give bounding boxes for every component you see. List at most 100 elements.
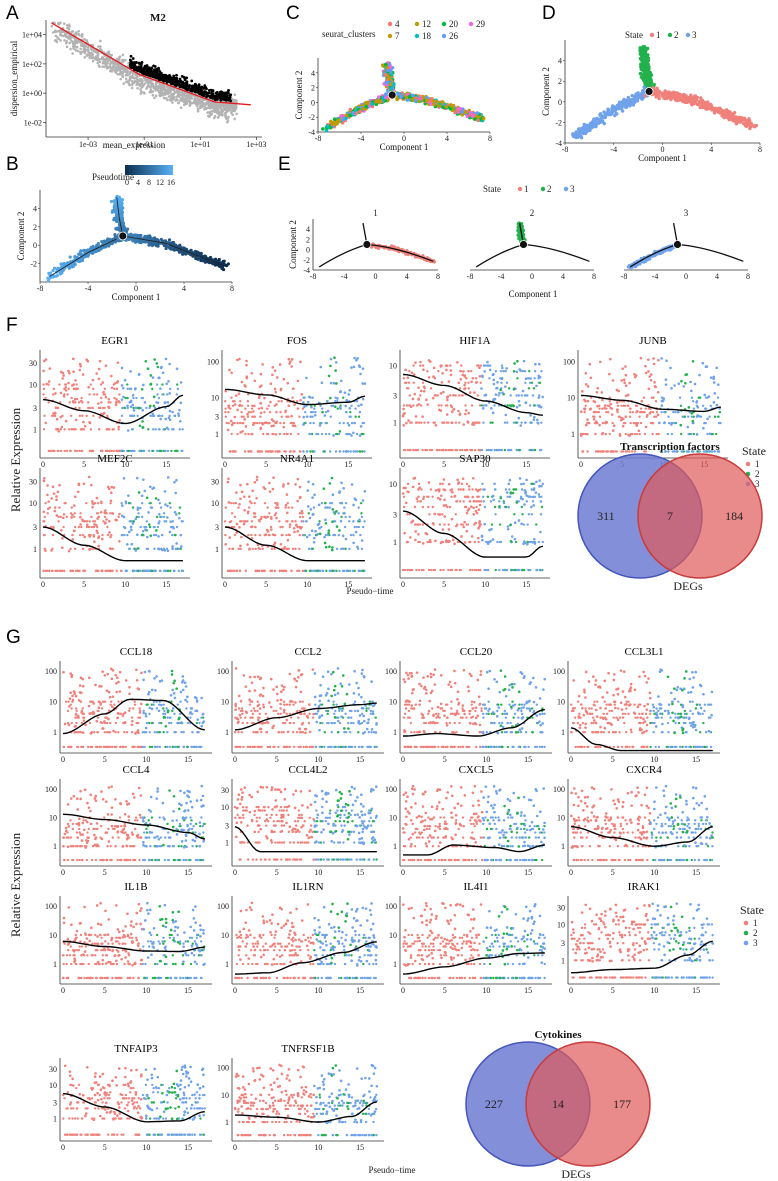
c-legend-label: 12 xyxy=(422,19,431,29)
panel-b-ytick-label: 0 xyxy=(33,241,37,250)
panel-c-xtick-label: 8 xyxy=(488,134,492,143)
panel-c-cell xyxy=(424,98,429,102)
d-legend-swatch xyxy=(685,32,691,38)
a-point-all xyxy=(91,55,95,59)
e-branch-point xyxy=(362,240,372,249)
panel-c-cell xyxy=(325,124,329,128)
a-point-all xyxy=(148,90,152,94)
e-xtick-label: 4 xyxy=(405,272,409,281)
panel-b-cell xyxy=(143,234,147,239)
e-xtick-label: 0 xyxy=(530,272,534,281)
f-ytick-label: 30 xyxy=(29,359,37,368)
a-ytick-label: 1e-02 xyxy=(24,118,42,127)
a-point-all xyxy=(124,77,128,81)
a-point-all xyxy=(68,34,71,38)
panel-c-cell xyxy=(336,118,341,123)
a-point-all xyxy=(80,50,84,54)
a-point-ordering xyxy=(227,88,230,92)
a-point-all xyxy=(226,105,229,109)
a-point-all xyxy=(51,31,55,34)
panel-b-cell xyxy=(68,255,72,259)
a-point-all xyxy=(139,92,143,95)
d-legend-label: 3 xyxy=(692,30,697,40)
panel-d-cell xyxy=(750,123,754,128)
panel-c-cell xyxy=(417,99,421,104)
a-point-all xyxy=(183,94,187,97)
e-cell xyxy=(659,252,663,256)
panel-b-cell xyxy=(62,262,67,266)
panel-c-cell xyxy=(396,92,401,96)
a-point-all xyxy=(147,83,150,87)
a-point-all xyxy=(214,104,217,108)
panel-c-cell xyxy=(384,95,388,100)
panel-b-cell xyxy=(91,251,95,255)
a-point-all xyxy=(79,52,83,55)
panel-d-cell xyxy=(606,108,610,112)
e-xtick-label: 8 xyxy=(592,272,596,281)
e-xtick-label: -4 xyxy=(341,272,348,281)
panel-c-ytick-label: 4 xyxy=(311,69,315,78)
e-xtick-label: 0 xyxy=(684,272,688,281)
a-point-all xyxy=(154,94,158,98)
a-point-all xyxy=(67,23,71,26)
a-point-all xyxy=(77,32,80,36)
c-legend-title: seurat_clusters xyxy=(322,29,376,39)
f-point xyxy=(115,449,118,453)
a-point-ordering xyxy=(205,87,208,91)
f-point xyxy=(157,396,161,400)
a-point-ordering xyxy=(133,61,137,65)
a-point-all xyxy=(136,86,139,90)
e-trajectory xyxy=(475,222,590,268)
panel-d-cell xyxy=(642,85,646,90)
panel-c-cell xyxy=(388,65,393,69)
panel-d-cell xyxy=(641,49,645,54)
a-point-all xyxy=(62,30,66,34)
a-point-all xyxy=(226,109,230,112)
a-point-all xyxy=(146,81,149,84)
a-point-all xyxy=(201,98,205,102)
panel-c-cell xyxy=(441,105,445,109)
a-point-all xyxy=(169,97,172,101)
panel-d-cell xyxy=(708,106,712,111)
a-point-all xyxy=(74,48,77,52)
a-point-all xyxy=(164,92,168,95)
a-point-all xyxy=(65,39,69,43)
panel-d-xtick-label: -8 xyxy=(562,145,569,154)
a-point-ordering xyxy=(142,66,146,70)
f-point xyxy=(120,414,124,418)
e-xtick-label: -8 xyxy=(310,272,317,281)
panel-d-cell xyxy=(622,103,626,107)
panel-d-xlabel: Component 1 xyxy=(638,153,687,163)
panel-d-ytick-label: 2 xyxy=(558,77,562,86)
panel-c-cell xyxy=(437,104,441,108)
a-point-all xyxy=(195,103,199,107)
a-point-all xyxy=(175,95,178,99)
a-point-all xyxy=(160,84,164,88)
a-point-ordering xyxy=(202,86,206,90)
panel-d-cell xyxy=(680,98,684,102)
a-point-ordering xyxy=(181,85,185,89)
panel-d-cell xyxy=(640,92,644,96)
a-point-all xyxy=(196,96,199,100)
f-point xyxy=(166,449,170,453)
a-point-ordering xyxy=(185,87,189,91)
panel-c-xlabel: Component 1 xyxy=(380,142,429,152)
a-xlabel: mean_expression xyxy=(103,140,166,150)
a-point-ordering xyxy=(206,94,210,98)
a-point-ordering xyxy=(129,54,133,58)
a-point-ordering xyxy=(133,66,136,70)
e-legend-swatch xyxy=(563,186,569,192)
panel-d-cell xyxy=(713,108,718,112)
a-point-all xyxy=(224,107,228,111)
c-legend-label: 29 xyxy=(476,19,486,29)
panel-d-cell xyxy=(636,92,641,96)
panel-c-cell xyxy=(431,102,436,107)
a-point-all xyxy=(121,74,124,77)
c-legend-label: 7 xyxy=(395,31,400,41)
a-point-ordering xyxy=(218,96,222,100)
a-point-ordering xyxy=(221,97,225,100)
panel-c-cell xyxy=(387,77,391,81)
panel-c-cell xyxy=(400,94,404,98)
